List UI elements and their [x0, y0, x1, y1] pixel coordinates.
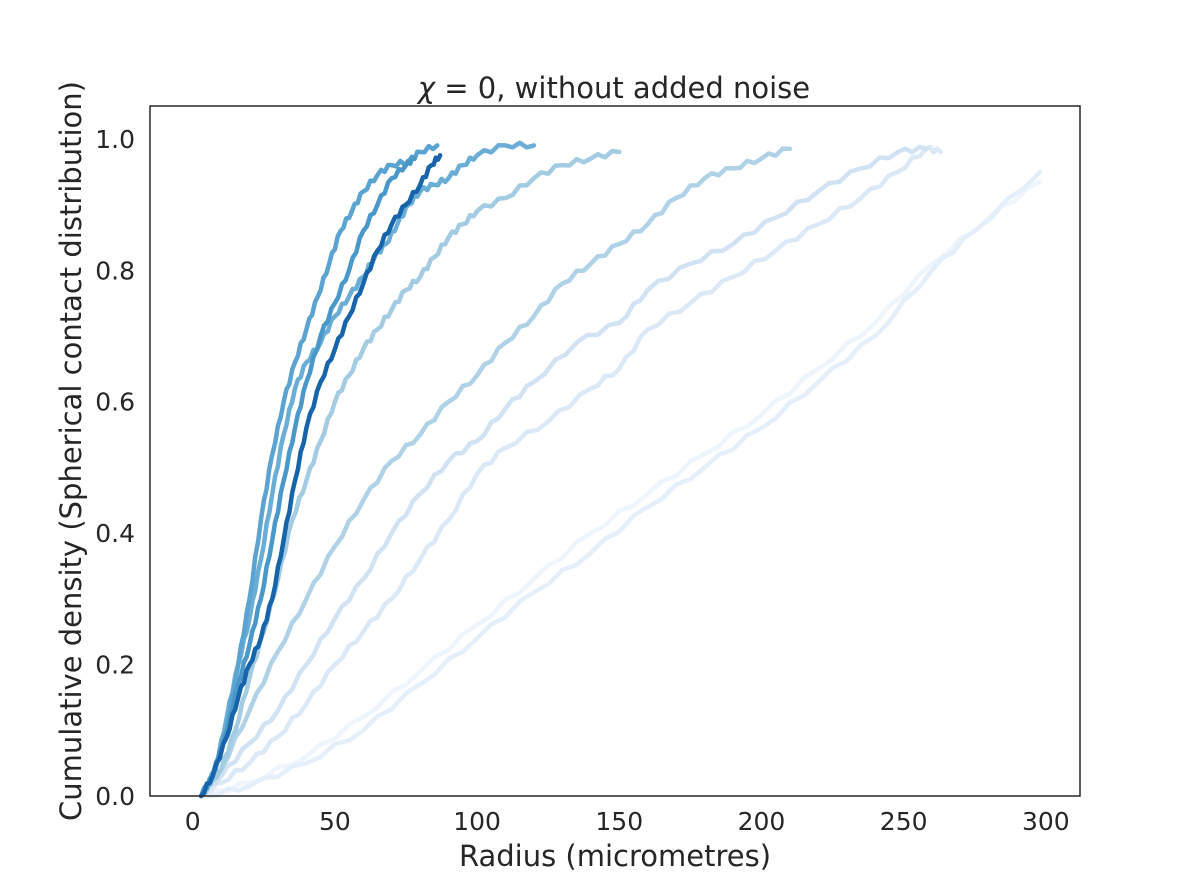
x-axis-label: Radius (micrometres) — [459, 839, 771, 873]
series-line-2 — [204, 169, 1043, 799]
x-tick-label: 150 — [595, 807, 643, 836]
plot-lines — [198, 140, 1043, 799]
series-line-8 — [198, 143, 440, 799]
x-tick-labels: 0 50 100 150 200 250 300 — [185, 807, 1070, 836]
series-line-6 — [198, 148, 622, 799]
series-line-7 — [198, 140, 537, 799]
x-tick-label: 200 — [738, 807, 786, 836]
y-axis-label: Cumulative density (Spherical contact di… — [54, 81, 88, 821]
chart-title-rest: = 0, without added noise — [435, 71, 810, 105]
y-tick-label: 0.2 — [95, 651, 135, 680]
series-line-4 — [198, 144, 929, 799]
series-line-1 — [204, 179, 1043, 799]
plot-frame — [149, 105, 1081, 797]
x-tick-label: 300 — [1022, 807, 1070, 836]
chart-title-symbol: χ — [416, 71, 437, 105]
series-line-9 — [198, 155, 417, 799]
y-tick-label: 0.4 — [95, 519, 135, 548]
y-tick-label: 0.0 — [95, 782, 135, 811]
series-line-3 — [198, 144, 943, 799]
x-tick-label: 100 — [453, 807, 501, 836]
y-tick-label: 0.8 — [95, 256, 135, 285]
y-tick-label: 0.6 — [95, 388, 135, 417]
y-tick-label: 1.0 — [95, 125, 135, 154]
x-tick-label: 0 — [185, 807, 201, 836]
series-line-10 — [198, 153, 443, 799]
x-tick-label: 50 — [319, 807, 351, 836]
x-tick-label: 250 — [880, 807, 928, 836]
series-line-5 — [198, 146, 793, 799]
chart-title: χ = 0, without added noise — [416, 71, 810, 105]
y-tick-labels: 0.0 0.2 0.4 0.6 0.8 1.0 — [95, 125, 135, 811]
